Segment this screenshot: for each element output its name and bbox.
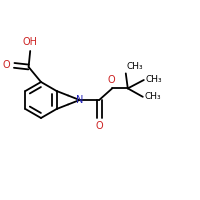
- Text: CH₃: CH₃: [127, 62, 143, 71]
- Text: N: N: [76, 95, 83, 105]
- Text: CH₃: CH₃: [145, 75, 162, 84]
- Text: O: O: [3, 60, 11, 70]
- Text: OH: OH: [23, 37, 38, 47]
- Text: CH₃: CH₃: [144, 92, 161, 101]
- Text: O: O: [107, 75, 115, 85]
- Text: O: O: [95, 121, 103, 131]
